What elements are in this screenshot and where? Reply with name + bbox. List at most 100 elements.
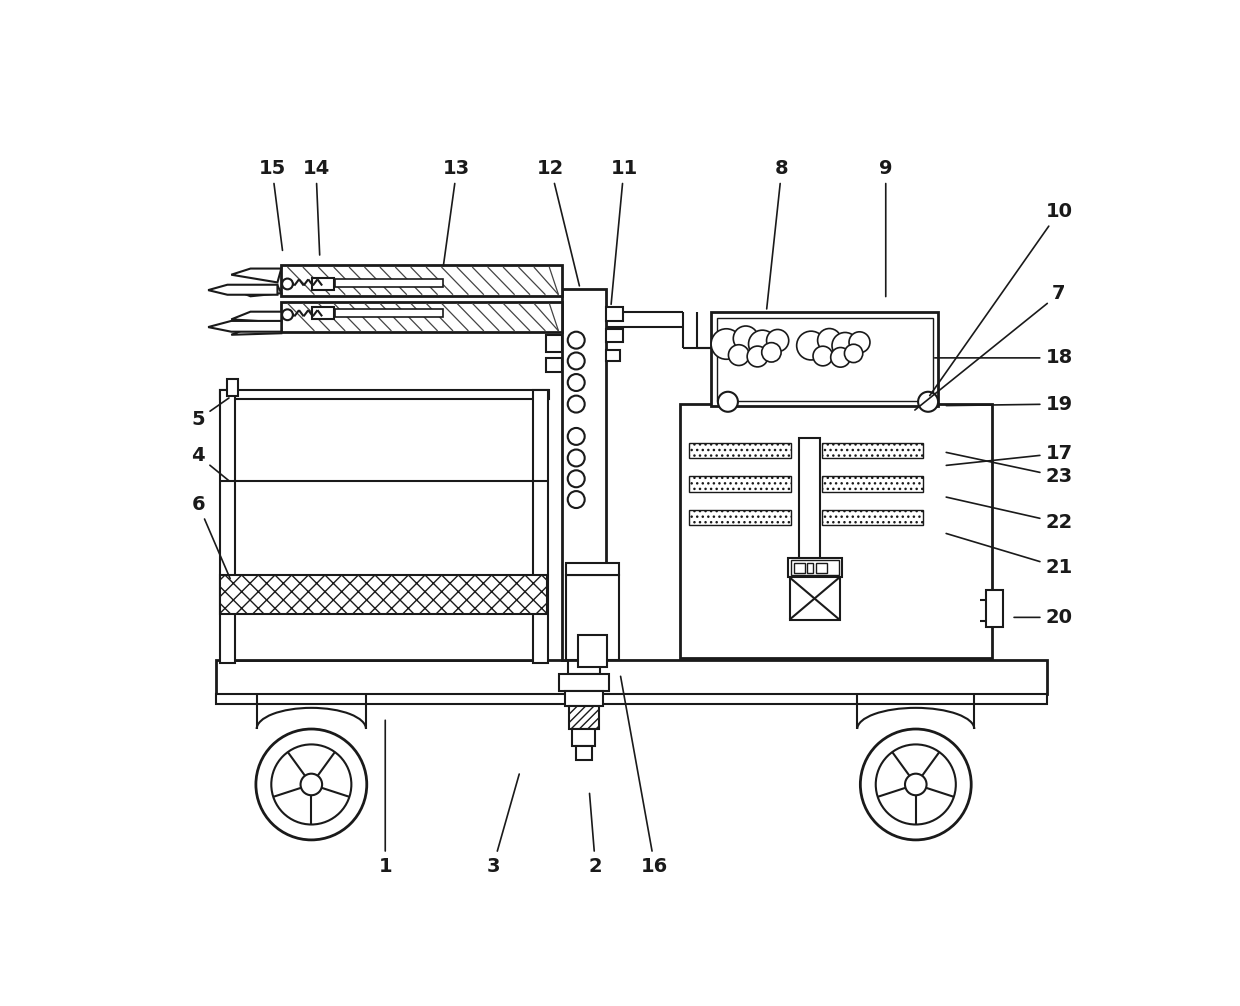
Bar (816, 562, 827, 572)
Text: 23: 23 (946, 453, 1073, 486)
Text: 18: 18 (935, 348, 1073, 367)
Bar (546, 312, 562, 329)
Bar (791, 560, 838, 575)
Circle shape (796, 331, 826, 360)
Text: 7: 7 (915, 285, 1065, 410)
Text: 6: 6 (191, 495, 231, 578)
Text: 10: 10 (930, 202, 1073, 395)
Text: 19: 19 (946, 394, 1073, 413)
Bar (227, 378, 238, 395)
Circle shape (728, 345, 749, 365)
Text: 5: 5 (191, 398, 229, 429)
Circle shape (272, 744, 351, 825)
Circle shape (761, 343, 781, 362)
Circle shape (568, 332, 585, 349)
Bar (219, 575, 547, 614)
Bar (546, 335, 562, 352)
Text: 17: 17 (946, 444, 1073, 466)
Bar (711, 312, 939, 405)
Text: 3: 3 (486, 774, 520, 875)
Circle shape (255, 729, 367, 840)
Bar (568, 660, 600, 674)
Bar (568, 706, 599, 729)
Polygon shape (231, 286, 281, 297)
Bar (822, 510, 924, 525)
Circle shape (568, 352, 585, 369)
Bar (577, 746, 591, 760)
Bar (219, 396, 547, 660)
Bar (335, 280, 443, 287)
Polygon shape (231, 269, 281, 283)
Circle shape (844, 344, 863, 362)
Bar (533, 390, 548, 663)
Bar (335, 310, 443, 317)
Text: 4: 4 (191, 447, 229, 481)
Text: 21: 21 (946, 533, 1073, 576)
Bar (787, 558, 842, 577)
Circle shape (718, 391, 738, 411)
Text: 1: 1 (378, 720, 392, 875)
Circle shape (832, 332, 858, 359)
Bar (216, 660, 1048, 694)
Circle shape (875, 744, 956, 825)
Bar (790, 577, 839, 620)
Bar (567, 575, 619, 660)
Polygon shape (231, 312, 281, 323)
Polygon shape (208, 321, 281, 332)
Bar (689, 477, 791, 492)
Circle shape (568, 450, 585, 467)
Circle shape (748, 346, 768, 367)
Text: 14: 14 (303, 159, 330, 255)
Polygon shape (208, 285, 278, 295)
Polygon shape (567, 563, 619, 575)
Circle shape (281, 310, 293, 320)
Text: 11: 11 (610, 159, 637, 304)
Bar (564, 690, 603, 706)
Text: 9: 9 (879, 159, 893, 297)
Bar (794, 562, 805, 572)
Bar (562, 289, 606, 660)
Bar (281, 266, 563, 297)
Text: 15: 15 (258, 159, 285, 250)
Bar (717, 318, 932, 401)
Bar (606, 350, 620, 361)
Bar (573, 729, 595, 746)
Circle shape (711, 329, 742, 359)
Bar (606, 307, 624, 321)
Circle shape (281, 279, 293, 290)
Circle shape (766, 330, 789, 352)
Circle shape (849, 332, 870, 353)
Bar (312, 307, 334, 319)
Circle shape (568, 491, 585, 508)
Bar (219, 390, 236, 663)
Bar (689, 510, 791, 525)
Polygon shape (231, 327, 281, 335)
Bar (312, 278, 334, 290)
Bar (822, 443, 924, 458)
Text: 8: 8 (766, 159, 789, 309)
Circle shape (918, 391, 939, 411)
Bar (681, 404, 992, 658)
Circle shape (817, 329, 841, 352)
Bar (799, 438, 821, 559)
Text: 2: 2 (589, 794, 603, 875)
Circle shape (568, 395, 585, 412)
Bar (807, 562, 813, 572)
Text: 20: 20 (1014, 608, 1073, 627)
Circle shape (749, 330, 776, 358)
Circle shape (568, 374, 585, 391)
Text: 12: 12 (537, 159, 579, 286)
Text: 22: 22 (946, 497, 1073, 532)
Bar (281, 302, 563, 332)
Bar (219, 390, 549, 399)
Bar (578, 635, 608, 667)
Bar (546, 358, 562, 372)
Text: 13: 13 (443, 159, 470, 266)
Circle shape (861, 729, 971, 840)
Circle shape (905, 774, 926, 795)
Circle shape (568, 428, 585, 445)
Circle shape (300, 774, 322, 795)
Bar (558, 674, 609, 690)
Circle shape (813, 346, 832, 366)
Text: 16: 16 (620, 676, 668, 875)
